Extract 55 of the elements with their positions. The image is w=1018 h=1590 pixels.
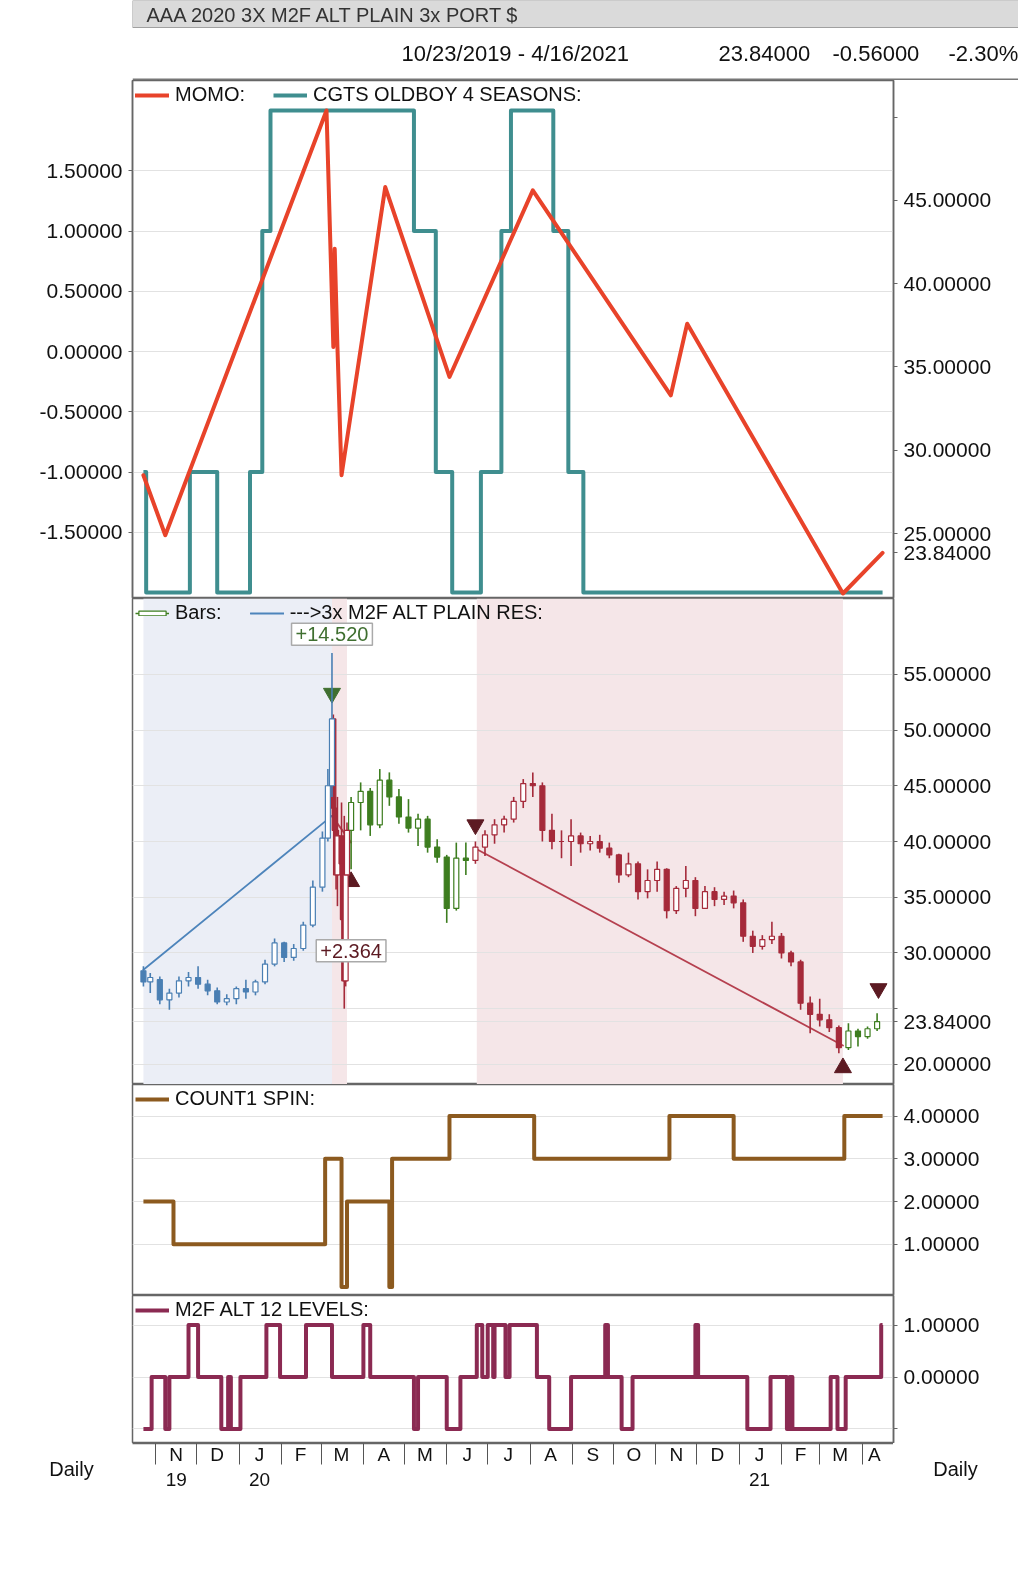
chart-subtitle: 10/23/2019 - 4/16/2021 [401,41,630,66]
x-tick-label: A [377,1443,391,1465]
x-tick-label: J [503,1443,513,1465]
annotation: +2.364 [320,939,382,962]
y-tick-label: -0.50000 [39,399,123,423]
y-tick-label: 3.00000 [903,1146,980,1170]
x-tick-label: M [416,1443,433,1465]
x-tick-label: O [626,1443,642,1465]
legend-label: Bars: [175,601,222,624]
legend-label: CGTS OLDBOY 4 SEASONS: [313,83,582,106]
y-tick-label: 45.00000 [903,773,992,797]
y-tick-label: 1.00000 [903,1232,980,1256]
x-tick-label: D [710,1443,725,1465]
y-tick-label: -1.00000 [39,460,123,484]
text: Daily [933,1457,978,1480]
y2-tick-label: 25.00000 [903,521,992,545]
x-tick-label: A [868,1443,882,1465]
x-tick-label: M [333,1443,350,1465]
text: -2.30% [948,41,1018,66]
legend-label: MOMO: [175,83,245,106]
text: Daily [49,1457,94,1480]
text: -0.56000 [832,41,920,66]
x-tick-label: A [544,1443,558,1465]
y-tick-label: 30.00000 [903,940,992,964]
y-tick-label: 20.00000 [903,1052,992,1076]
x-tick-label: S [586,1443,600,1465]
x-tick-label: F [294,1443,307,1465]
y-tick-label: 0.50000 [46,279,123,303]
x-tick-label: N [669,1443,684,1465]
y-tick-label: 1.00000 [46,219,123,243]
x-tick-label: J [462,1443,472,1465]
y-tick-label: -1.50000 [39,520,123,544]
y-tick-label: 4.00000 [903,1104,980,1128]
y-tick-label: 1.50000 [46,158,123,182]
legend-label: --->3x M2F ALT PLAIN RES: [289,601,543,624]
x-tick-label: J 21 [749,1443,771,1490]
y-tick-label: 35.00000 [903,885,992,909]
x-tick-label: N 19 [165,1443,187,1490]
x-tick-label: F [794,1443,807,1465]
x-tick-label: D [210,1443,225,1465]
y-tick-label: 0.00000 [46,339,123,363]
x-tick-label: J 20 [248,1443,271,1490]
y-tick-label: 2.00000 [903,1189,980,1213]
y-tick-label: 23.84000 [903,1009,992,1033]
legend-label: COUNT1 SPIN: [175,1087,316,1110]
y-tick-label: 40.00000 [903,829,992,853]
y-tick-label: 55.00000 [903,662,992,686]
legend-label: M2F ALT 12 LEVELS: [175,1298,369,1321]
y-tick-label: 50.00000 [903,718,992,742]
annotation: +14.520 [295,623,369,646]
y-tick-label: 0.00000 [903,1365,980,1389]
text: 23.84000 [718,41,811,66]
x-tick-label: M [832,1443,849,1465]
chart-title: AAA 2020 3X M2F ALT PLAIN 3x PORT $ [146,3,518,26]
y-tick-label: 1.00000 [903,1313,980,1337]
